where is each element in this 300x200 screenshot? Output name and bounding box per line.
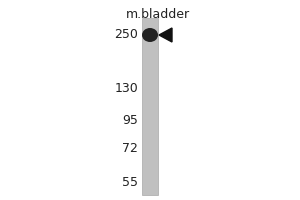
Text: 55: 55: [122, 176, 138, 190]
Text: 130: 130: [114, 82, 138, 95]
Text: 250: 250: [114, 28, 138, 42]
Ellipse shape: [142, 28, 158, 42]
Polygon shape: [159, 28, 172, 42]
Bar: [142, 18, 158, 195]
Text: 72: 72: [122, 142, 138, 154]
Text: m.bladder: m.bladder: [126, 8, 190, 21]
Text: 95: 95: [122, 114, 138, 127]
